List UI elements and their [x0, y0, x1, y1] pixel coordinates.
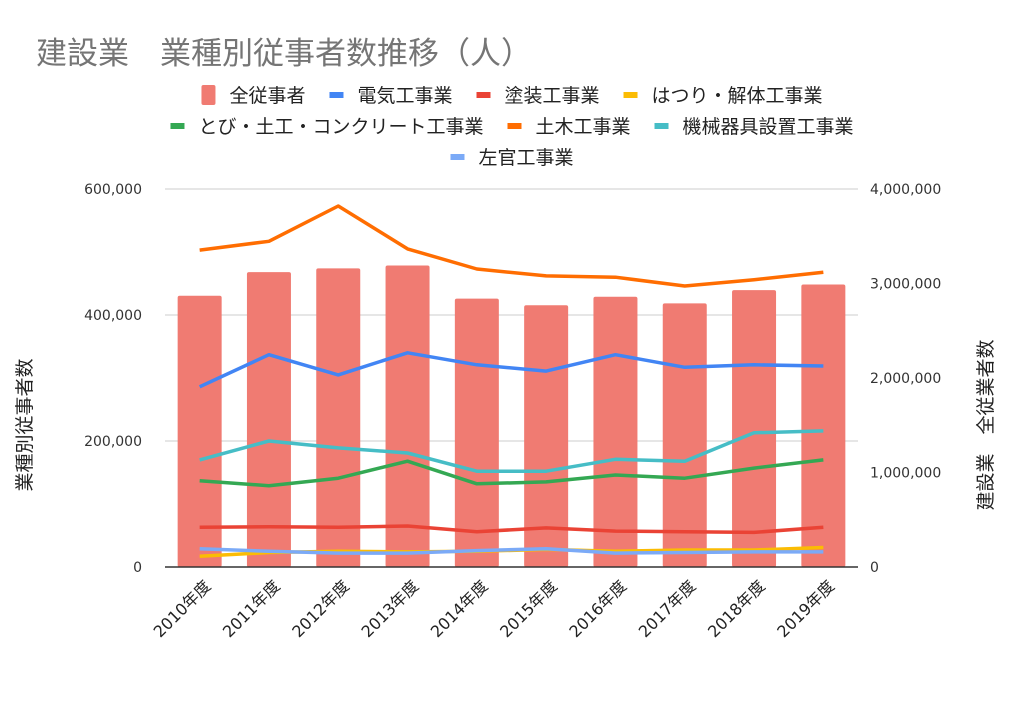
series-line-5 — [199, 204, 824, 288]
legend-item: 全従事者 — [201, 85, 305, 107]
x-tick-label: 2015年度 — [496, 576, 561, 641]
y-tick-right: 1,000,000 — [870, 466, 941, 482]
lines — [198, 204, 824, 559]
legend-swatch — [623, 92, 638, 98]
x-tick-label: 2011年度 — [219, 576, 284, 641]
bar-2013年度 — [385, 265, 430, 567]
series-line-2 — [199, 524, 824, 535]
x-tick-label: 2016年度 — [565, 576, 630, 641]
x-tick-label: 2017年度 — [635, 576, 700, 641]
y-tick-right: 3,000,000 — [870, 277, 941, 293]
y-axis-right-label: 建設業 全従業者数 — [975, 339, 997, 510]
legend-swatch — [476, 92, 491, 98]
legend-swatch — [450, 154, 465, 160]
legend-item: 電気工事業 — [329, 85, 453, 107]
bars — [177, 265, 846, 567]
bar-2018年度 — [732, 290, 777, 567]
legend-item: とび・土工・コンクリート工事業 — [170, 116, 483, 138]
legend-item: 土木工事業 — [507, 116, 631, 138]
y-tick-left: 600,000 — [84, 182, 142, 198]
legend-label: 左官工事業 — [478, 147, 573, 169]
x-tick-label: 2018年度 — [704, 576, 769, 641]
y-tick-right: 0 — [870, 560, 879, 576]
x-tick-label: 2019年度 — [773, 576, 838, 641]
legend-swatch — [170, 123, 185, 129]
legend-item: 左官工事業 — [450, 147, 574, 169]
y-tick-left: 200,000 — [84, 434, 142, 450]
bar-2014年度 — [454, 298, 499, 567]
legend-label: 電気工事業 — [357, 85, 452, 107]
bar-2016年度 — [593, 296, 638, 567]
bar-2017年度 — [662, 303, 707, 567]
bar-2019年度 — [801, 284, 846, 567]
y-tick-left: 400,000 — [84, 308, 142, 324]
series-line-4 — [199, 458, 824, 488]
legend-label: とび・土工・コンクリート工事業 — [198, 116, 483, 138]
legend-item: 機械器具設置工事業 — [654, 116, 854, 138]
x-tick-label: 2012年度 — [288, 576, 353, 641]
x-tick-label: 2014年度 — [427, 576, 492, 641]
chart-title: 建設業 業種別従事者数推移（人） — [36, 36, 532, 72]
legend-swatch — [654, 123, 669, 129]
y-axis-left-label: 業種別従事者数 — [14, 358, 36, 491]
series-line-1 — [198, 351, 824, 389]
legend-swatch — [507, 123, 522, 129]
bar-2012年度 — [316, 268, 361, 567]
legend-label: はつり・解体工事業 — [652, 85, 823, 107]
legend-label: 機械器具設置工事業 — [683, 116, 854, 138]
legend-label: 全従事者 — [229, 85, 305, 107]
legend-swatch — [329, 92, 344, 98]
y-tick-left: 0 — [133, 560, 142, 576]
x-tick-label: 2013年度 — [358, 576, 423, 641]
y-tick-right: 4,000,000 — [870, 182, 941, 198]
series-line-6 — [199, 429, 824, 473]
legend-label: 土木工事業 — [535, 116, 630, 138]
y-tick-right: 2,000,000 — [870, 371, 941, 387]
x-tick-label: 2010年度 — [150, 576, 215, 641]
bar-2010年度 — [177, 295, 222, 567]
legend-swatch — [201, 85, 216, 105]
legend-item: はつり・解体工事業 — [623, 85, 823, 107]
legend-item: 塗装工事業 — [476, 84, 600, 107]
series-line-7 — [199, 546, 824, 555]
legend-label: 塗装工事業 — [505, 84, 600, 107]
bar-2011年度 — [246, 272, 291, 567]
